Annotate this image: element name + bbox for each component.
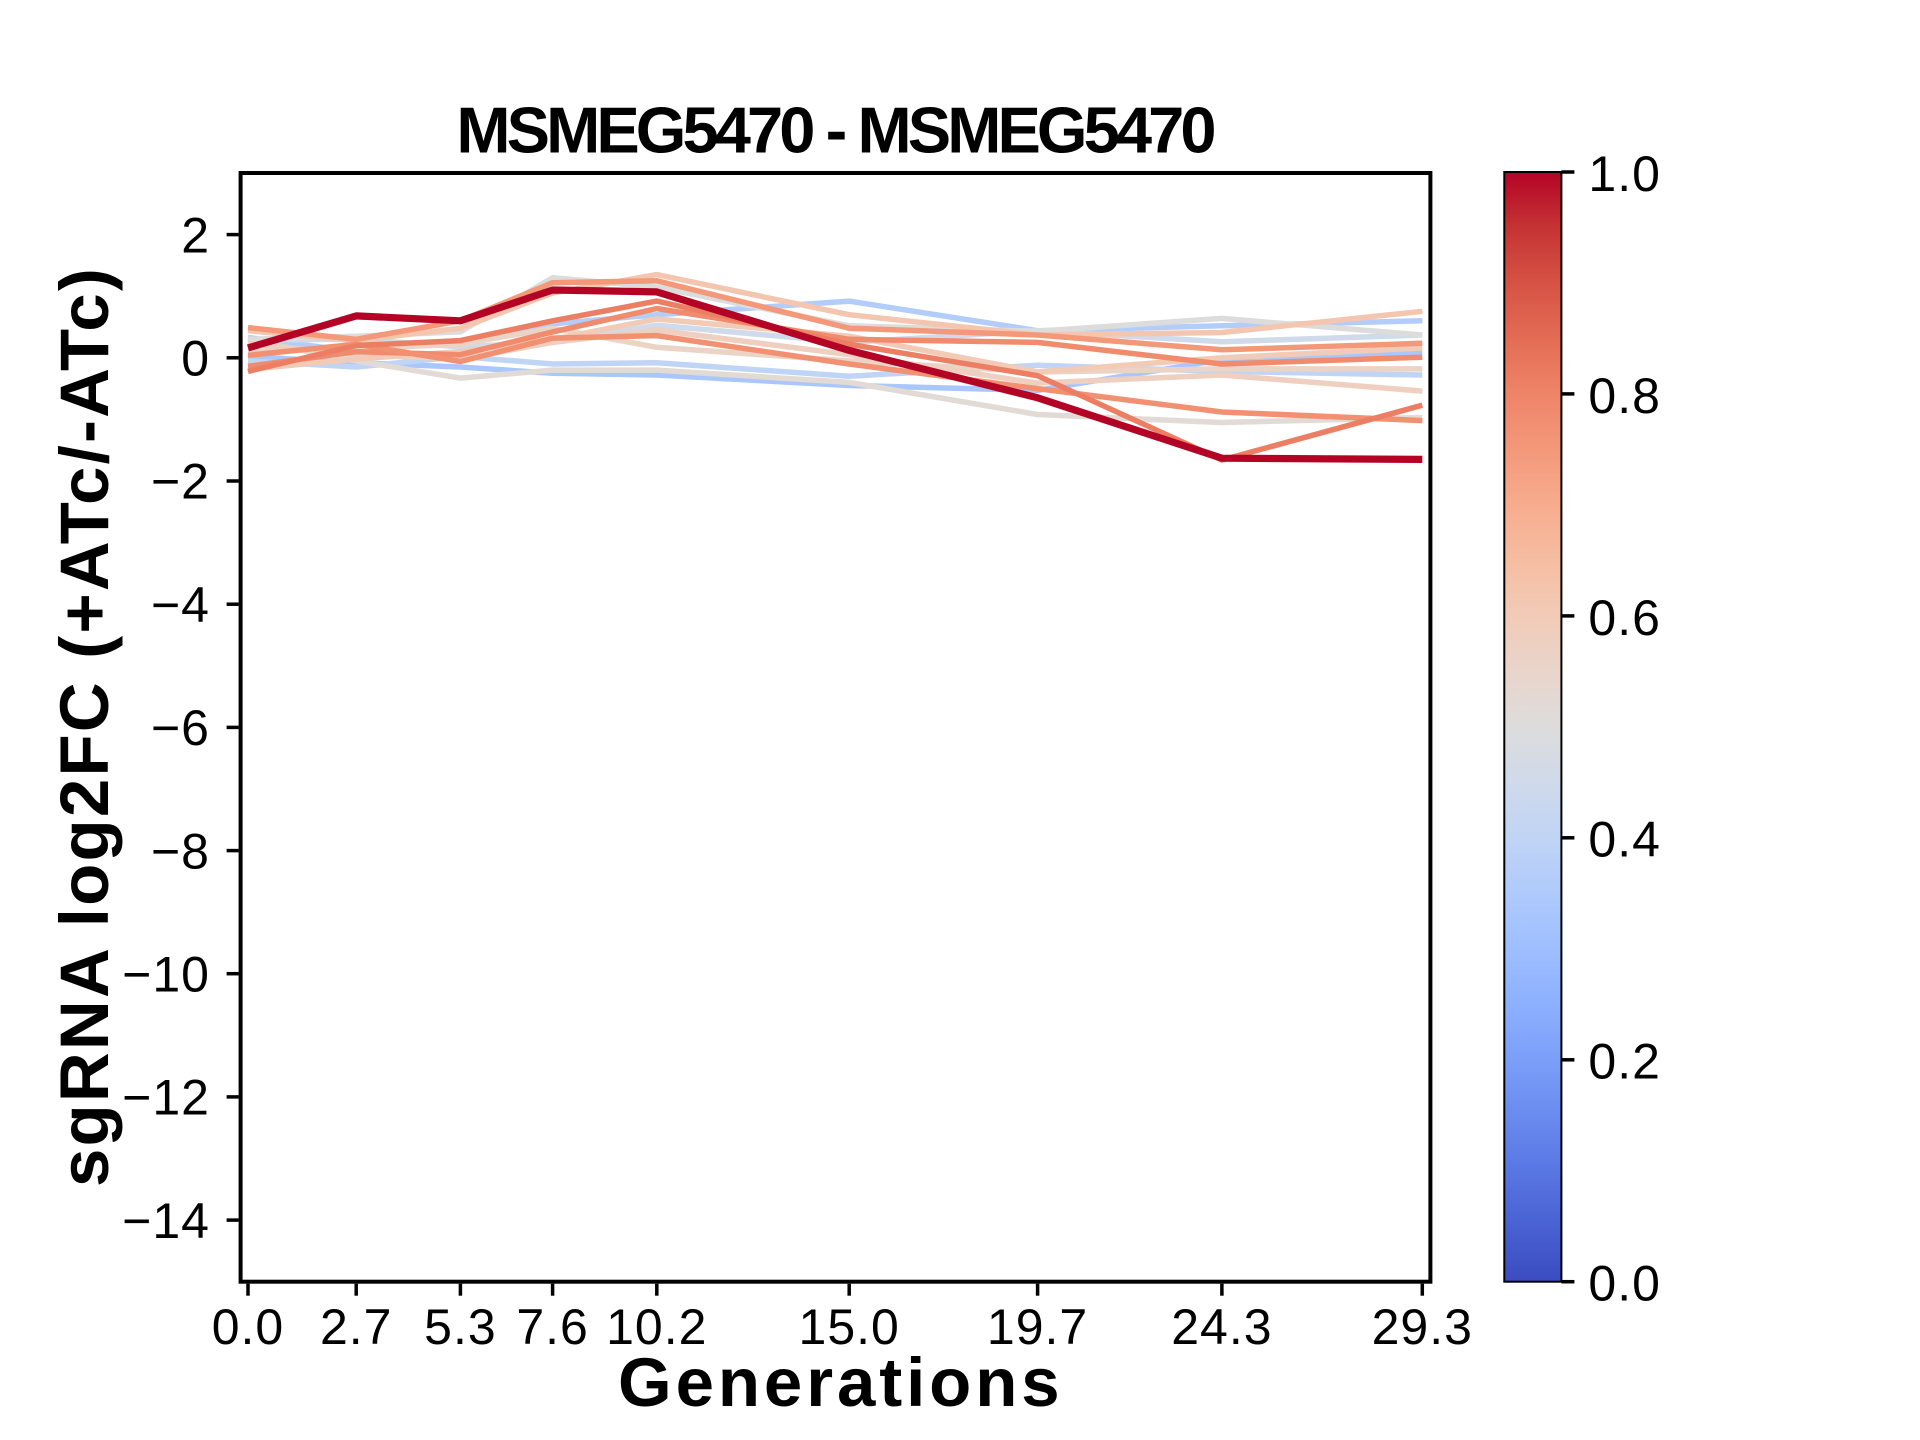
svg-text:−12: −12	[122, 1070, 210, 1126]
svg-text:0.4: 0.4	[1588, 812, 1661, 868]
svg-text:0.0: 0.0	[212, 1299, 285, 1355]
svg-text:−6: −6	[151, 700, 210, 756]
svg-text:−10: −10	[122, 946, 210, 1002]
svg-text:2: 2	[181, 207, 210, 263]
svg-text:5.3: 5.3	[424, 1299, 497, 1355]
svg-text:10.2: 10.2	[606, 1299, 707, 1355]
svg-text:0.0: 0.0	[1588, 1256, 1661, 1312]
svg-text:2.7: 2.7	[320, 1299, 393, 1355]
svg-text:−8: −8	[151, 823, 210, 879]
svg-text:19.7: 19.7	[987, 1299, 1088, 1355]
svg-text:15.0: 15.0	[799, 1299, 900, 1355]
svg-text:29.3: 29.3	[1372, 1299, 1473, 1355]
svg-text:0.8: 0.8	[1588, 368, 1661, 424]
svg-text:7.6: 7.6	[516, 1299, 589, 1355]
svg-text:−4: −4	[151, 577, 210, 633]
svg-text:0.6: 0.6	[1588, 590, 1661, 646]
svg-text:−14: −14	[122, 1193, 210, 1249]
svg-text:24.3: 24.3	[1171, 1299, 1272, 1355]
svg-text:Generations: Generations	[618, 1344, 1064, 1421]
svg-text:0: 0	[181, 331, 210, 387]
svg-text:−2: −2	[151, 454, 210, 510]
svg-text:sgRNA log2FC (+ATc/-ATc): sgRNA log2FC (+ATc/-ATc)	[46, 266, 123, 1187]
svg-text:0.2: 0.2	[1588, 1034, 1661, 1090]
svg-text:MSMEG5470 - MSMEG5470: MSMEG5470 - MSMEG5470	[456, 94, 1214, 167]
svg-text:1.0: 1.0	[1588, 146, 1661, 202]
